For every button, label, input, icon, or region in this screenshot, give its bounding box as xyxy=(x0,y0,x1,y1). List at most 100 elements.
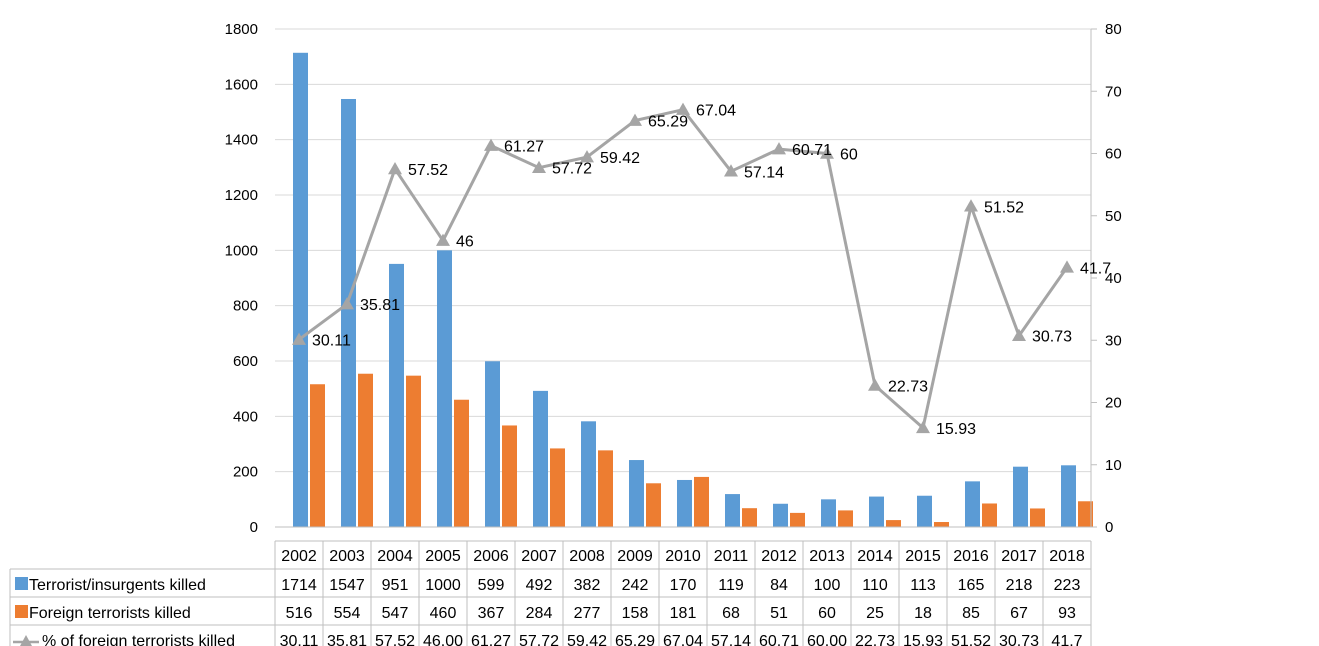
y-right-tick-label: 40 xyxy=(1105,270,1122,287)
data-label: 61.27 xyxy=(504,139,544,156)
x-category-label: 2007 xyxy=(521,548,557,565)
table-value: 516 xyxy=(286,605,313,622)
y-left-tick-label: 1800 xyxy=(225,21,258,38)
y-left-tick-label: 600 xyxy=(233,353,258,370)
bars xyxy=(293,52,1093,528)
y-right-tick-label: 60 xyxy=(1105,146,1122,163)
triangle-marker xyxy=(340,297,354,310)
y-right-tick-label: 30 xyxy=(1105,332,1122,349)
bar xyxy=(821,499,836,527)
x-category-label: 2010 xyxy=(665,548,701,565)
table-value: 57.14 xyxy=(711,633,751,646)
table-value: 93 xyxy=(1058,605,1076,622)
bar xyxy=(485,361,500,527)
x-category-label: 2017 xyxy=(1001,548,1037,565)
table-value: 277 xyxy=(574,605,601,622)
data-labels: 30.11 35.81 57.52 46 61.27 57.72 59.42 65.29 67.… xyxy=(312,103,1111,438)
y-right-tick-label: 70 xyxy=(1105,83,1122,100)
bar xyxy=(341,98,356,527)
triangle-marker xyxy=(964,199,978,212)
table-value: 100 xyxy=(814,577,841,594)
data-label: 57.14 xyxy=(744,164,784,181)
bar xyxy=(790,512,805,527)
bar xyxy=(886,520,901,527)
x-category-label: 2011 xyxy=(714,548,749,565)
table-value: 284 xyxy=(526,605,553,622)
triangle-marker xyxy=(292,332,306,345)
x-category-label: 2012 xyxy=(761,548,797,565)
bar xyxy=(1078,501,1093,527)
table-value: 1000 xyxy=(425,577,461,594)
data-label: 30.11 xyxy=(312,333,351,350)
x-category-label: 2014 xyxy=(857,548,893,565)
y-left-tick-label: 200 xyxy=(233,464,258,481)
triangle-marker xyxy=(580,150,594,163)
table-value: 218 xyxy=(1006,577,1033,594)
bar xyxy=(550,448,565,527)
bar xyxy=(917,495,932,527)
table-value: 51.52 xyxy=(951,633,991,646)
table-value: 554 xyxy=(334,605,361,622)
table-value: 41.7 xyxy=(1051,633,1082,646)
table-value: 84 xyxy=(770,577,788,594)
bar xyxy=(838,510,853,527)
bar xyxy=(677,479,692,527)
bar xyxy=(1013,466,1028,527)
table-value: 46.00 xyxy=(423,633,463,646)
table-value: 22.73 xyxy=(855,633,895,646)
x-category-label: 2018 xyxy=(1049,548,1085,565)
data-label: 46 xyxy=(456,234,474,251)
legend-swatch xyxy=(15,577,28,590)
table-value: 67.04 xyxy=(663,633,703,646)
axes: 0200400600800100012001400160018000102030… xyxy=(225,21,1122,536)
bar xyxy=(1061,465,1076,527)
bar xyxy=(358,373,373,527)
table-value: 492 xyxy=(526,577,553,594)
bar xyxy=(725,494,740,527)
table-value: 158 xyxy=(622,605,649,622)
bar xyxy=(533,390,548,527)
y-right-tick-label: 0 xyxy=(1105,519,1113,536)
y-left-tick-label: 0 xyxy=(250,519,258,536)
table-value: 57.52 xyxy=(375,633,415,646)
y-right-tick-label: 10 xyxy=(1105,457,1122,474)
table-value: 30.73 xyxy=(999,633,1039,646)
bar xyxy=(1030,508,1045,527)
table-value: 25 xyxy=(866,605,884,622)
table-value: 57.72 xyxy=(519,633,559,646)
data-label: 59.42 xyxy=(600,150,640,167)
triangle-marker xyxy=(532,160,546,173)
table-value: 15.93 xyxy=(903,633,943,646)
legend-series-name: Terrorist/insurgents killed xyxy=(29,577,206,594)
bar xyxy=(773,503,788,527)
table-value: 119 xyxy=(718,577,744,594)
data-label: 41.7 xyxy=(1080,260,1111,277)
bar xyxy=(982,503,997,527)
table-value: 367 xyxy=(478,605,505,622)
table-value: 181 xyxy=(670,605,697,622)
y-left-tick-label: 1000 xyxy=(225,242,258,259)
bar xyxy=(646,483,661,527)
table-value: 951 xyxy=(382,577,409,594)
bar xyxy=(965,481,980,527)
data-label: 65.29 xyxy=(648,114,688,131)
table-value: 1547 xyxy=(329,577,365,594)
x-category-label: 2015 xyxy=(905,548,941,565)
table-value: 547 xyxy=(382,605,409,622)
legend-series-name: Foreign terrorists killed xyxy=(29,605,191,622)
data-label: 30.73 xyxy=(1032,329,1072,346)
data-label: 60 xyxy=(840,147,858,164)
bar xyxy=(934,522,949,527)
triangle-marker xyxy=(676,102,690,115)
table-value: 30.11 xyxy=(280,633,319,646)
x-category-label: 2008 xyxy=(569,548,605,565)
bar xyxy=(454,399,469,527)
triangle-marker xyxy=(868,378,882,391)
triangle-marker xyxy=(772,142,786,155)
x-category-label: 2003 xyxy=(329,548,365,565)
table-value: 51 xyxy=(770,605,788,622)
x-category-label: 2009 xyxy=(617,548,653,565)
table-value: 59.42 xyxy=(567,633,607,646)
y-left-tick-label: 800 xyxy=(233,298,258,315)
